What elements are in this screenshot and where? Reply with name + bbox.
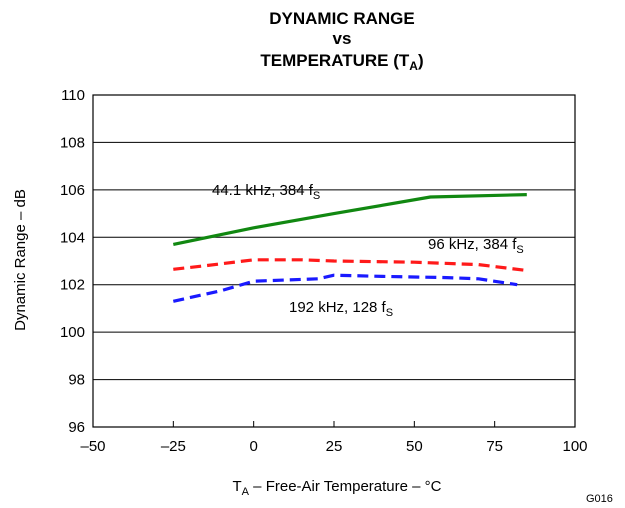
grid: [92, 94, 576, 428]
series-line-2: [173, 258, 527, 273]
x-tick-label: 0: [249, 438, 257, 455]
x-tick-label: –50: [80, 438, 105, 455]
series-line-1: [172, 193, 527, 246]
label-44khz: 44.1 kHz, 384 fS: [212, 182, 320, 202]
x-tick-label: –25: [161, 438, 186, 455]
x-tick-label: 75: [486, 438, 503, 455]
figure-code: G016: [586, 493, 613, 505]
chart-title-line3: TEMPERATURE (TA): [260, 51, 423, 73]
x-tick-labels: –50 –25 0 25 50 75 100: [80, 438, 587, 455]
x-tick-label: 50: [406, 438, 423, 455]
y-axis-label: Dynamic Range – dB: [12, 189, 29, 331]
y-tick-label: 100: [60, 324, 85, 341]
label-96khz: 96 kHz, 384 fS: [428, 236, 524, 256]
chart-title-line1: DYNAMIC RANGE: [269, 9, 414, 28]
y-tick-label: 108: [60, 134, 85, 151]
y-tick-label: 110: [61, 87, 85, 104]
y-tick-label: 104: [60, 229, 85, 246]
y-tick-label: 106: [60, 182, 85, 199]
chart-title-line3-main: TEMPERATURE (T: [260, 51, 410, 70]
series-line-3: [172, 273, 518, 303]
chart-title-line2: vs: [333, 29, 352, 48]
plot-frame: [92, 94, 576, 428]
y-tick-label: 98: [68, 372, 85, 389]
chart-title-line3-end: ): [418, 51, 424, 70]
y-tick-labels: 96 98 100 102 104 106 108 110: [60, 87, 85, 436]
series-lines: [172, 193, 527, 303]
x-tick-label: 100: [562, 438, 587, 455]
y-tick-label: 102: [60, 277, 85, 294]
y-tick-label: 96: [68, 419, 85, 436]
chart-title-line3-sub: A: [409, 59, 418, 73]
x-tick-label: 25: [326, 438, 343, 455]
x-axis-label: TA – Free-Air Temperature – °C: [233, 478, 442, 498]
label-192khz: 192 kHz, 128 fS: [289, 299, 393, 319]
